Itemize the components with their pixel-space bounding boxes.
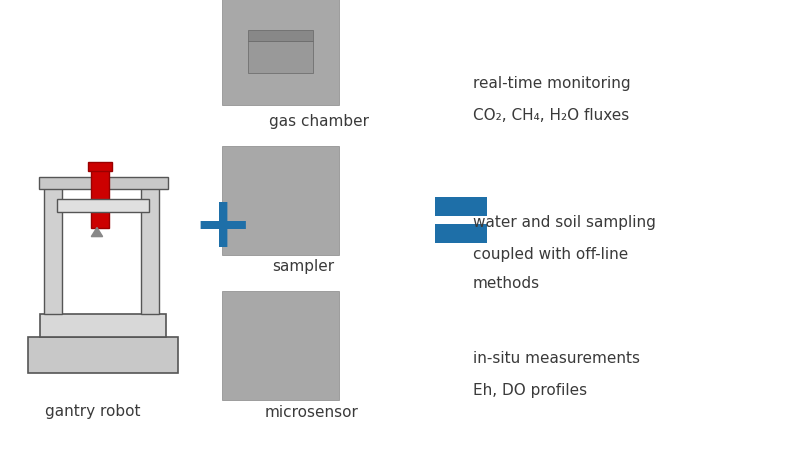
Text: +: + (192, 193, 252, 262)
Text: methods: methods (473, 276, 540, 291)
Text: Eh, DO profiles: Eh, DO profiles (473, 383, 587, 398)
Bar (435, 224, 487, 243)
Text: sampler: sampler (272, 259, 334, 274)
Text: gantry robot: gantry robot (45, 404, 141, 419)
Bar (44, 187, 62, 314)
Bar (28, 337, 178, 373)
Text: microsensor: microsensor (264, 405, 358, 420)
Bar (222, 291, 339, 400)
Text: CO₂, CH₄, H₂O fluxes: CO₂, CH₄, H₂O fluxes (473, 108, 629, 123)
Text: coupled with off-line: coupled with off-line (473, 247, 628, 262)
Bar (249, 30, 314, 41)
Bar (435, 197, 487, 216)
Bar (222, 146, 339, 255)
Bar (39, 177, 168, 189)
Bar (40, 314, 166, 337)
Text: gas chamber: gas chamber (269, 114, 369, 129)
Bar (141, 187, 159, 314)
Text: real-time monitoring: real-time monitoring (473, 76, 630, 91)
Text: water and soil sampling: water and soil sampling (473, 215, 655, 230)
Bar (88, 162, 112, 171)
Polygon shape (91, 228, 103, 237)
Text: in-situ measurements: in-situ measurements (473, 351, 640, 366)
Bar (249, 41, 314, 73)
Bar (57, 199, 149, 212)
Bar (222, 0, 339, 105)
Bar (91, 168, 109, 228)
